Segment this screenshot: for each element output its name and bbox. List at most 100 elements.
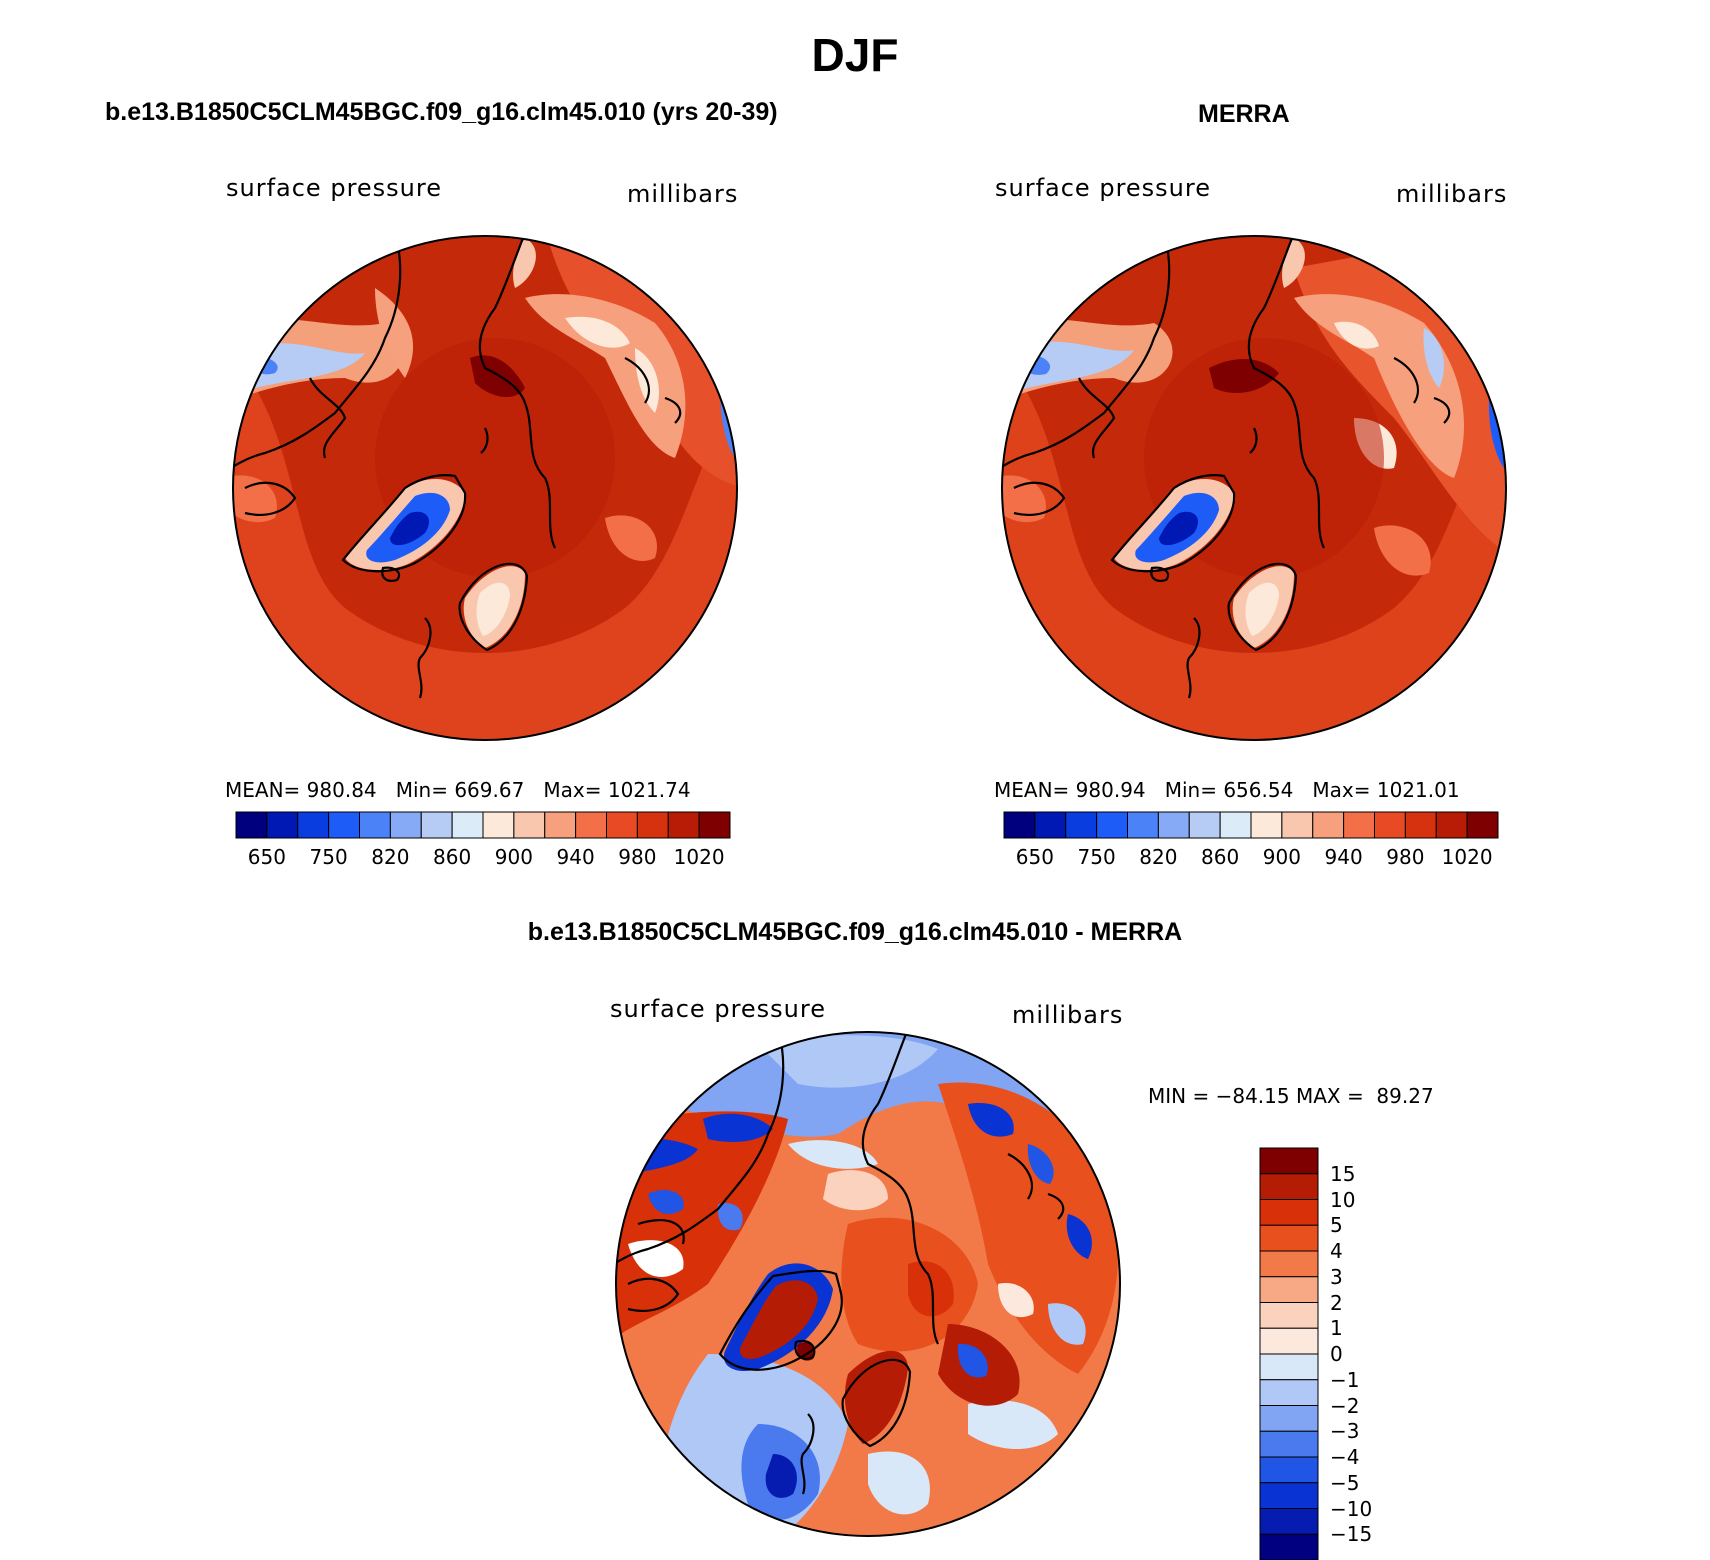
diff-colorbar-tick-label: 5 bbox=[1330, 1213, 1343, 1238]
diff-variable-label: surface pressure bbox=[610, 995, 826, 1023]
colorbar-swatch bbox=[1374, 811, 1406, 839]
diff-colorbar-tick-label: 1 bbox=[1330, 1316, 1343, 1341]
colorbar-swatch bbox=[235, 811, 268, 839]
diff-colorbar-tick-label: 2 bbox=[1330, 1290, 1343, 1315]
diff-colorbar-swatch bbox=[1259, 1199, 1319, 1226]
colorbar-swatch bbox=[297, 811, 330, 839]
colorbar-tick-label: 1020 bbox=[1441, 845, 1493, 869]
obs-units-label: millibars bbox=[1396, 180, 1508, 208]
colorbar-swatch bbox=[667, 811, 700, 839]
colorbar-tick-label: 650 bbox=[1015, 845, 1054, 869]
colorbar-tick-label: 750 bbox=[1077, 845, 1116, 869]
diff-polar-map bbox=[615, 1031, 1121, 1537]
figure-title: DJF bbox=[811, 29, 899, 81]
diff-colorbar-swatch bbox=[1259, 1353, 1319, 1381]
model-stats: MEAN= 980.84 Min= 669.67 Max= 1021.74 bbox=[225, 778, 691, 802]
diff-colorbar-tick-label: 3 bbox=[1330, 1264, 1343, 1289]
colorbar-tick-label: 900 bbox=[1262, 845, 1301, 869]
diff-colorbar-swatch bbox=[1259, 1533, 1319, 1560]
colorbar-tick-label: 860 bbox=[433, 845, 472, 869]
colorbar-tick-label: 820 bbox=[1139, 845, 1178, 869]
model-variable-label: surface pressure bbox=[226, 174, 442, 202]
diff-colorbar-tick-label: −10 bbox=[1330, 1496, 1373, 1521]
obs-colorbar-ticks: 650 750 820 860 900 940 980 1020 bbox=[1004, 845, 1498, 873]
diff-colorbar-tick-label: −15 bbox=[1330, 1522, 1373, 1547]
obs-variable-label: surface pressure bbox=[995, 174, 1211, 202]
colorbar-tick-label: 650 bbox=[247, 845, 286, 869]
diff-colorbar-swatch bbox=[1259, 1430, 1319, 1458]
diff-colorbar-swatch bbox=[1259, 1302, 1319, 1329]
obs-colorbar bbox=[1003, 811, 1499, 839]
diff-units-label: millibars bbox=[1012, 1001, 1124, 1029]
colorbar-swatch bbox=[1281, 811, 1314, 839]
diff-colorbar-tick-label: 0 bbox=[1330, 1342, 1343, 1366]
colorbar-swatch bbox=[1188, 811, 1221, 839]
colorbar-tick-label: 980 bbox=[618, 845, 657, 869]
colorbar-swatch bbox=[698, 811, 731, 839]
colorbar-swatch bbox=[513, 811, 546, 839]
colorbar-tick-label: 860 bbox=[1201, 845, 1240, 869]
colorbar-tick-label: 1020 bbox=[673, 845, 725, 869]
colorbar-swatch bbox=[1250, 811, 1283, 839]
diff-colorbar bbox=[1259, 1147, 1319, 1560]
colorbar-swatch bbox=[389, 811, 422, 839]
colorbar-swatch bbox=[1466, 811, 1499, 839]
colorbar-swatch bbox=[544, 811, 577, 839]
diff-colorbar-swatch bbox=[1259, 1147, 1319, 1175]
colorbar-swatch bbox=[451, 811, 484, 839]
diff-colorbar-swatch bbox=[1259, 1276, 1319, 1303]
model-units-label: millibars bbox=[627, 180, 739, 208]
colorbar-swatch bbox=[1404, 811, 1437, 839]
model-panel-title: b.e13.B1850C5CLM45BGC.f09_g16.clm45.010 … bbox=[105, 98, 778, 126]
diff-colorbar-swatch bbox=[1259, 1508, 1319, 1535]
colorbar-swatch bbox=[1003, 811, 1036, 839]
colorbar-tick-label: 750 bbox=[309, 845, 348, 869]
colorbar-swatch bbox=[359, 811, 391, 839]
colorbar-swatch bbox=[636, 811, 669, 839]
colorbar-swatch bbox=[606, 811, 638, 839]
diff-stats: MIN = −84.15 MAX = 89.27 bbox=[1148, 1084, 1434, 1108]
obs-polar-map bbox=[1001, 235, 1507, 741]
diff-colorbar-swatch bbox=[1259, 1250, 1319, 1278]
colorbar-swatch bbox=[266, 811, 299, 839]
diff-colorbar-tick-label: 10 bbox=[1330, 1187, 1356, 1212]
colorbar-tick-label: 940 bbox=[556, 845, 595, 869]
colorbar-swatch bbox=[328, 811, 360, 839]
diff-colorbar-tick-label: −4 bbox=[1330, 1445, 1360, 1469]
colorbar-tick-label: 980 bbox=[1386, 845, 1425, 869]
diff-colorbar-swatch bbox=[1259, 1173, 1319, 1200]
diff-colorbar-swatch bbox=[1259, 1482, 1319, 1509]
diff-colorbar-swatch bbox=[1259, 1405, 1319, 1432]
colorbar-swatch bbox=[1157, 811, 1190, 839]
diff-panel-title: b.e13.B1850C5CLM45BGC.f09_g16.clm45.010 … bbox=[527, 918, 1183, 946]
colorbar-tick-label: 940 bbox=[1324, 845, 1363, 869]
diff-colorbar-tick-label: 4 bbox=[1330, 1239, 1343, 1263]
colorbar-swatch bbox=[1127, 811, 1159, 839]
obs-panel-title: MERRA bbox=[1198, 100, 1290, 128]
colorbar-swatch bbox=[420, 811, 453, 839]
diff-colorbar-tick-label: −1 bbox=[1330, 1367, 1360, 1392]
colorbar-swatch bbox=[482, 811, 515, 839]
diff-colorbar-tick-label: −5 bbox=[1330, 1470, 1360, 1495]
model-colorbar bbox=[235, 811, 731, 839]
diff-colorbar-ticks: 15 10 5 4 3 2 1 0 −1 −2 −3 −4 −5 −10 −15 bbox=[1330, 1148, 1400, 1560]
colorbar-swatch bbox=[1219, 811, 1252, 839]
colorbar-swatch bbox=[1343, 811, 1375, 839]
diff-colorbar-swatch bbox=[1259, 1327, 1319, 1355]
diff-colorbar-swatch bbox=[1259, 1379, 1319, 1406]
obs-stats: MEAN= 980.94 Min= 656.54 Max= 1021.01 bbox=[994, 778, 1460, 802]
diff-colorbar-swatch bbox=[1259, 1456, 1319, 1484]
colorbar-tick-label: 820 bbox=[371, 845, 410, 869]
colorbar-swatch bbox=[1065, 811, 1098, 839]
diff-colorbar-swatch bbox=[1259, 1224, 1319, 1252]
diff-colorbar-tick-label: −3 bbox=[1330, 1419, 1360, 1444]
colorbar-swatch bbox=[1034, 811, 1067, 839]
diff-colorbar-tick-label: 15 bbox=[1330, 1161, 1356, 1186]
colorbar-swatch bbox=[1312, 811, 1345, 839]
colorbar-swatch bbox=[1435, 811, 1468, 839]
model-polar-map bbox=[232, 235, 738, 741]
colorbar-swatch bbox=[575, 811, 607, 839]
model-colorbar-ticks: 650 750 820 860 900 940 980 1020 bbox=[236, 845, 730, 873]
colorbar-swatch bbox=[1096, 811, 1128, 839]
diff-colorbar-tick-label: −2 bbox=[1330, 1393, 1360, 1418]
